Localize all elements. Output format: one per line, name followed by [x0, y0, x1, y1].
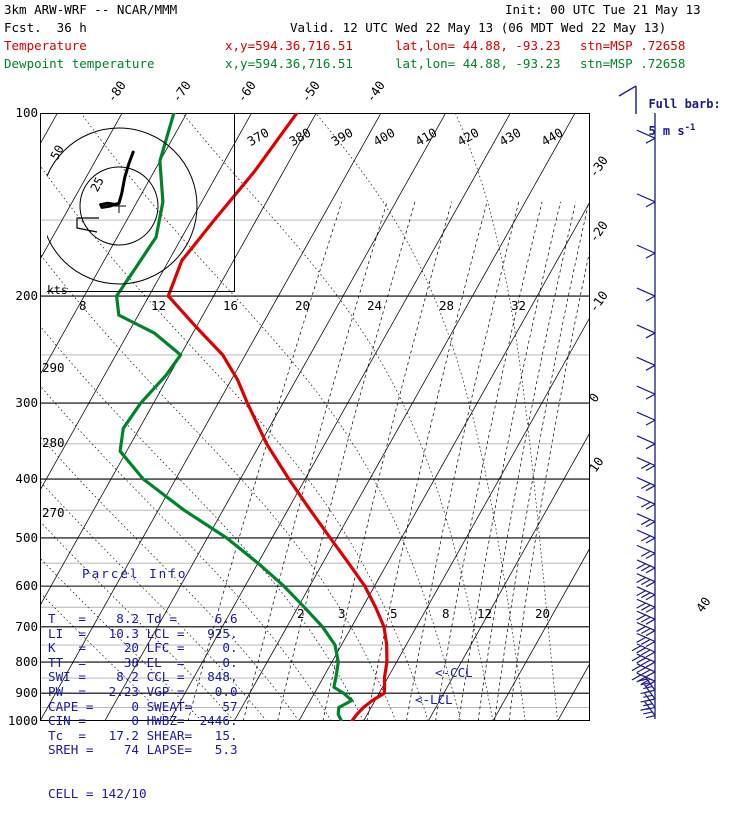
skewt-plot [40, 113, 590, 721]
temperature-latlon: lat,lon= 44.88, -93.23 [395, 38, 561, 53]
parcel-row-9: SREH = 74 LAPSE= 5.3 [48, 742, 238, 758]
parcel-row-8: Tc = 17.2 SHEAR= 15. [48, 727, 238, 743]
plot-frame [40, 113, 590, 721]
dewpoint-station: stn=MSP .72658 [580, 56, 686, 71]
pressure-tick-800: 800 [15, 654, 38, 670]
wind-barb-column [631, 113, 656, 719]
full-barb-legend-line1: Full barb: [648, 97, 721, 111]
mixing-top-label-16: 16 [223, 298, 239, 313]
hodograph-inset [40, 114, 235, 292]
hodograph-svg [40, 127, 198, 285]
parcel-row-4: SWI = 8.2 CCL = 848. [48, 669, 238, 685]
pressure-tick-400: 400 [15, 471, 38, 487]
parcel-row-3: TT = 38 EL = 0. [48, 654, 238, 670]
mixing-bottom-label-12: 12 [477, 606, 493, 621]
parcel-info-box: Parcel Info T = 8.2 Td = 6.6 LI = 10.3 LC… [48, 538, 238, 816]
full-barb-legend: Full barb: 5 m s-1 [648, 97, 721, 138]
mixing-bottom-label-20: 20 [535, 606, 551, 621]
model-title: 3km ARW-WRF -- NCAR/MMM [4, 2, 178, 17]
pressure-tick-700: 700 [15, 618, 38, 634]
mixing-top-label-12: 12 [151, 298, 167, 313]
pressure-tick-500: 500 [15, 529, 38, 545]
parcel-info-rows: T = 8.2 Td = 6.6 LI = 10.3 LCL = 925. K = … [48, 610, 238, 758]
mixing-top-label-20: 20 [295, 298, 311, 313]
skewt-grid [40, 113, 590, 721]
full-barb-legend-icon [618, 85, 637, 114]
theta-left-label-290: 290 [42, 360, 65, 375]
pressure-tick-600: 600 [15, 578, 38, 594]
full-barb-legend-line2: 5 m s [648, 124, 685, 138]
temp-top-tick--60: -60 [233, 77, 259, 105]
mixing-top-label-24: 24 [367, 298, 383, 313]
temperature-xy: x,y=594.36,716.51 [225, 38, 353, 53]
valid-time: Valid. 12 UTC Wed 22 May 13 (06 MDT Wed … [290, 20, 667, 35]
dewpoint-latlon: lat,lon= 44.88, -93.23 [395, 56, 561, 71]
pressure-tick-300: 300 [15, 395, 38, 411]
mixing-bottom-label-5: 5 [390, 606, 398, 621]
parcel-cell-row: CELL = 142/10 [48, 786, 147, 802]
parcel-row-6: CAPE = 0 SWEAT= 57 [48, 698, 238, 714]
temp-top-tick--50: -50 [297, 77, 324, 105]
temperature-station: stn=MSP .72658 [580, 38, 686, 53]
mixing-bottom-label-3: 3 [338, 606, 346, 621]
dewpoint-legend-label: Dewpoint temperature [4, 56, 155, 71]
temp-top-tick--40: -40 [362, 77, 388, 105]
theta-left-label-280: 280 [42, 435, 65, 450]
theta-left-label-270: 270 [42, 505, 65, 520]
pressure-tick-1000: 1000 [7, 713, 38, 728]
parcel-row-2: K = 20 LFC = 0. [48, 640, 238, 656]
mixing-top-label-28: 28 [439, 298, 455, 313]
mixing-top-label-8: 8 [79, 298, 87, 313]
mixing-top-label-32: 32 [511, 298, 527, 313]
lcl-annotation: <-LCL [415, 692, 453, 707]
mixing-bottom-label-2: 2 [297, 606, 305, 621]
parcel-row-5: PW = 2.23 VGP = 0.0 [48, 683, 238, 699]
parcel-row-7: CIN = 0 HWBZ= 2446. [48, 713, 238, 729]
hodograph-units-label: kts [47, 283, 68, 297]
mixing-bottom-label-8: 8 [442, 606, 450, 621]
pressure-tick-100: 100 [15, 105, 38, 120]
temp-top-tick--80: -80 [103, 77, 130, 105]
forecast-hour: Fcst. 36 h [4, 20, 87, 35]
sounding-traces [115, 113, 389, 721]
temp-top-tick--70: -70 [168, 77, 194, 105]
parcel-row-0: T = 8.2 Td = 6.6 [48, 610, 238, 626]
init-time: Init: 00 UTC Tue 21 May 13 [505, 2, 701, 17]
pressure-tick-200: 200 [15, 288, 38, 304]
parcel-row-1: LI = 10.3 LCL = 925. [48, 625, 238, 641]
header: 3km ARW-WRF -- NCAR/MMM Init: 00 UTC Tue… [0, 0, 740, 78]
ccl-annotation: <-CCL [435, 665, 473, 680]
parcel-info-title: Parcel Info [82, 566, 188, 582]
temperature-legend-label: Temperature [4, 38, 87, 53]
pressure-tick-900: 900 [15, 685, 38, 701]
dewpoint-xy: x,y=594.36,716.51 [225, 56, 353, 71]
